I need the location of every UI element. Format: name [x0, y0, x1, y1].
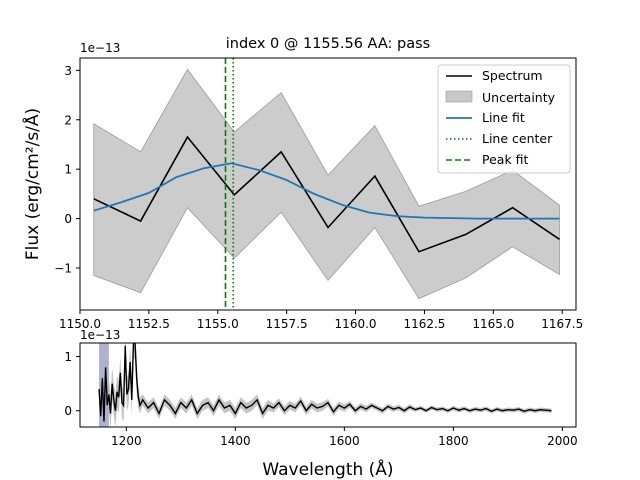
top-x-tick-label: 1155.0 — [197, 317, 239, 331]
top-y-tick-label: −1 — [54, 262, 72, 276]
legend-label-line-fit: Line fit — [482, 110, 525, 125]
legend-item-uncertainty: Uncertainty — [445, 90, 556, 105]
zoom-region-highlight — [99, 343, 109, 427]
bottom-x-tick-label: 2000 — [547, 434, 578, 448]
bottom-y-ticks: 01 — [64, 350, 80, 418]
top-y-axis-label: Flux (erg/cm²/s/Å) — [21, 108, 43, 260]
top-y-tick-label: 1 — [64, 163, 72, 177]
bottom-x-ticks: 1200 1400 1600 1800 2000 — [111, 427, 578, 448]
full-spectrum-uncertainty-band — [99, 343, 552, 427]
spectrum-line — [93, 135, 560, 253]
legend-label-uncertainty: Uncertainty — [482, 90, 556, 105]
top-x-tick-label: 1150.0 — [59, 317, 101, 331]
top-x-tick-label: 1165.0 — [472, 317, 514, 331]
legend-item-spectrum: Spectrum — [446, 68, 543, 83]
bottom-x-axis-label: Wavelength (Å) — [262, 458, 393, 480]
bottom-y-tick-label: 1 — [64, 350, 72, 364]
top-x-tick-label: 1152.5 — [128, 317, 170, 331]
bottom-axes-frame — [79, 342, 577, 428]
top-y-tick-label: 2 — [64, 113, 72, 127]
top-panel: 1150.0 1152.5 1155.0 1157.5 1160.0 1162.5 1165… — [21, 36, 583, 331]
bottom-offset-text: 1e−13 — [80, 328, 120, 342]
legend-label-spectrum: Spectrum — [482, 68, 543, 83]
top-plot-area — [93, 58, 560, 310]
top-x-ticks: 1150.0 1152.5 1155.0 1157.5 1160.0 1162.5 1165… — [59, 310, 583, 331]
bottom-plot-area — [98, 343, 552, 427]
legend-item-line-fit: Line fit — [446, 110, 525, 125]
bottom-x-tick-label: 1800 — [438, 434, 469, 448]
top-x-tick-label: 1167.5 — [541, 317, 583, 331]
top-y-tick-label: 0 — [64, 212, 72, 226]
top-chart-title: index 0 @ 1155.56 AA: pass — [226, 36, 430, 52]
top-y-tick-label: 3 — [64, 64, 72, 78]
top-x-tick-label: 1160.0 — [335, 317, 377, 331]
bottom-x-tick-label: 1600 — [329, 434, 360, 448]
bottom-x-tick-label: 1400 — [220, 434, 251, 448]
top-axes-frame — [79, 57, 577, 311]
legend-swatch-uncertainty — [445, 90, 473, 103]
top-x-tick-label: 1162.5 — [403, 317, 445, 331]
legend-label-peak-fit: Peak fit — [482, 152, 529, 167]
top-y-ticks: −1 0 1 2 3 — [54, 64, 80, 276]
bottom-x-tick-label: 1200 — [111, 434, 142, 448]
legend: Spectrum Uncertainty Line fit Line cente… — [437, 64, 571, 174]
bottom-panel: 1200 1400 1600 1800 2000 01 1e−13 Wavelength… — [64, 328, 578, 480]
legend-item-line-center: Line center — [446, 131, 553, 146]
top-offset-text: 1e−13 — [80, 41, 120, 55]
legend-label-line-center: Line center — [482, 131, 553, 146]
bottom-y-tick-label: 0 — [64, 404, 72, 418]
line-fit-curve — [93, 162, 560, 220]
top-x-tick-label: 1157.5 — [266, 317, 308, 331]
uncertainty-band — [93, 68, 560, 300]
legend-item-peak-fit: Peak fit — [446, 152, 529, 167]
full-spectrum-line — [98, 343, 552, 422]
